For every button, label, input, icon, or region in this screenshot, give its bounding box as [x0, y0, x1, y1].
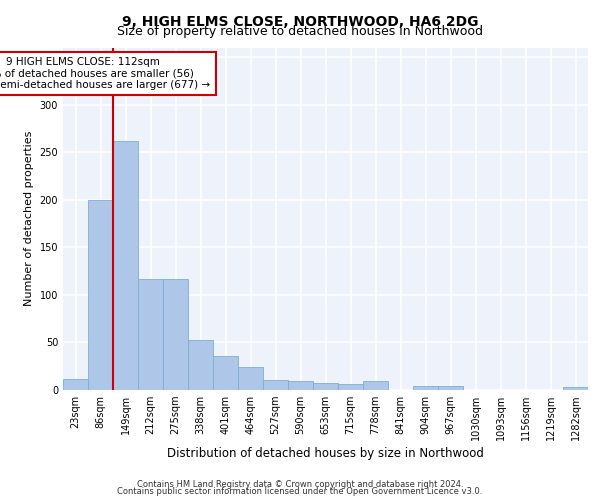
Text: 9 HIGH ELMS CLOSE: 112sqm
← 8% of detached houses are smaller (56)
92% of semi-d: 9 HIGH ELMS CLOSE: 112sqm ← 8% of detach… [0, 57, 211, 90]
Text: Contains public sector information licensed under the Open Government Licence v3: Contains public sector information licen… [118, 487, 482, 496]
Bar [88, 200, 113, 390]
Bar [163, 278, 188, 390]
Bar [63, 378, 88, 390]
Text: 9, HIGH ELMS CLOSE, NORTHWOOD, HA6 2DG: 9, HIGH ELMS CLOSE, NORTHWOOD, HA6 2DG [122, 15, 478, 29]
Bar [238, 367, 263, 390]
Bar [188, 340, 213, 390]
Bar [313, 384, 338, 390]
Y-axis label: Number of detached properties: Number of detached properties [24, 131, 34, 306]
X-axis label: Distribution of detached houses by size in Northwood: Distribution of detached houses by size … [167, 448, 484, 460]
Bar [288, 382, 313, 390]
Bar [263, 380, 288, 390]
Text: Size of property relative to detached houses in Northwood: Size of property relative to detached ho… [117, 25, 483, 38]
Bar [138, 278, 163, 390]
Bar [563, 387, 588, 390]
Bar [438, 386, 463, 390]
Bar [213, 356, 238, 390]
Bar [363, 382, 388, 390]
Bar [413, 386, 438, 390]
Bar [113, 140, 138, 390]
Bar [338, 384, 363, 390]
Text: Contains HM Land Registry data © Crown copyright and database right 2024.: Contains HM Land Registry data © Crown c… [137, 480, 463, 489]
